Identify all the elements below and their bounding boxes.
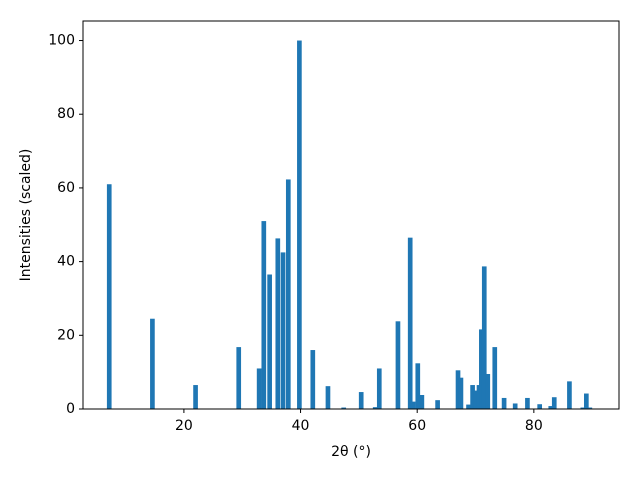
bar xyxy=(580,407,586,409)
y-tick-label: 60 xyxy=(57,180,75,196)
bar xyxy=(458,377,464,409)
plot-area xyxy=(106,40,593,410)
bar xyxy=(261,221,267,409)
y-axis-label: Intensities (scaled) xyxy=(18,149,34,282)
bar xyxy=(485,373,491,409)
bar xyxy=(395,321,401,409)
bar xyxy=(150,318,155,409)
bar xyxy=(407,237,413,409)
bar xyxy=(285,179,291,409)
bar xyxy=(466,404,471,409)
y-tick-label: 100 xyxy=(48,33,75,49)
bar xyxy=(280,252,286,409)
x-axis-label: 2θ (°) xyxy=(331,444,371,460)
bar xyxy=(479,329,484,409)
bar xyxy=(481,266,487,409)
bar xyxy=(267,274,272,409)
bar xyxy=(470,385,475,409)
bar xyxy=(548,406,554,409)
bar xyxy=(473,390,479,409)
y-tick-label: 20 xyxy=(57,327,75,343)
bar xyxy=(419,394,425,409)
bar xyxy=(256,368,262,409)
bar xyxy=(537,404,543,409)
x-tick-label: 60 xyxy=(408,418,426,434)
bar xyxy=(193,385,198,409)
bar xyxy=(297,40,302,410)
bar xyxy=(512,403,518,409)
bar xyxy=(567,381,572,409)
bar xyxy=(341,407,347,409)
bar xyxy=(435,400,440,409)
bar xyxy=(492,347,498,409)
bar xyxy=(410,401,416,409)
bar xyxy=(455,370,461,409)
bar xyxy=(551,397,557,409)
bar xyxy=(525,397,530,409)
bar xyxy=(106,184,112,409)
y-tick-label: 0 xyxy=(66,401,75,417)
bar xyxy=(376,368,382,409)
bar xyxy=(584,393,589,409)
y-tick-label: 40 xyxy=(57,254,75,270)
x-tick-label: 40 xyxy=(292,418,310,434)
x-tick-label: 20 xyxy=(175,418,193,434)
bar xyxy=(325,386,331,409)
bar xyxy=(372,407,378,409)
bar xyxy=(236,347,242,409)
bar xyxy=(358,392,364,409)
bar xyxy=(275,238,281,409)
bar xyxy=(587,407,593,409)
bar xyxy=(415,363,421,409)
axes-frame xyxy=(82,20,620,410)
bar xyxy=(501,397,507,409)
bar xyxy=(310,350,316,409)
x-tick-label: 80 xyxy=(525,418,543,434)
y-tick-label: 80 xyxy=(57,106,75,122)
